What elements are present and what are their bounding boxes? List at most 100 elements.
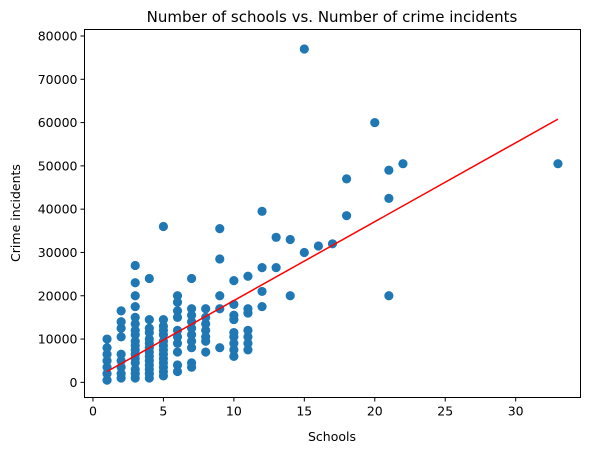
data-point xyxy=(130,319,140,329)
data-point xyxy=(186,317,197,327)
data-point xyxy=(102,349,112,359)
data-point xyxy=(243,271,253,281)
chart-title: Number of schools vs. Number of crime in… xyxy=(147,8,518,26)
x-axis-label: Schools xyxy=(308,429,356,444)
data-point xyxy=(553,159,563,169)
data-point xyxy=(158,221,169,232)
regression-line xyxy=(106,118,559,373)
data-point xyxy=(285,291,295,301)
data-point xyxy=(201,332,211,342)
data-point xyxy=(257,263,267,273)
data-point xyxy=(271,263,281,273)
data-point xyxy=(144,273,154,284)
data-point xyxy=(384,291,394,301)
data-point xyxy=(116,306,126,316)
data-point xyxy=(285,234,295,245)
x-axis: 0 5 10 15 20 25 30 xyxy=(89,397,524,419)
data-point xyxy=(201,325,211,335)
x-tick-label: 0 xyxy=(89,404,97,419)
plot-area xyxy=(102,44,563,385)
data-point xyxy=(130,301,140,312)
y-tick-label: 70000 xyxy=(38,72,78,87)
data-point xyxy=(172,347,183,357)
data-point xyxy=(257,301,267,312)
data-point xyxy=(384,165,394,175)
data-point xyxy=(116,369,126,379)
x-tick-label: 30 xyxy=(508,404,524,419)
data-point xyxy=(116,349,126,359)
data-point xyxy=(384,193,394,203)
y-axis: 0 10000 20000 30000 40000 50000 60000 70000 8000… xyxy=(38,28,85,390)
data-point xyxy=(215,254,225,264)
data-point xyxy=(116,323,126,333)
data-point xyxy=(201,319,211,329)
y-tick-label: 80000 xyxy=(38,28,78,43)
plot-frame xyxy=(84,29,581,398)
data-point xyxy=(215,224,225,234)
data-point xyxy=(243,345,253,355)
data-point xyxy=(186,310,197,320)
data-point xyxy=(144,314,154,325)
data-point xyxy=(215,343,225,353)
data-point xyxy=(186,343,197,353)
y-tick-label: 60000 xyxy=(38,115,78,130)
data-point xyxy=(172,291,183,301)
data-point xyxy=(130,312,140,323)
data-point xyxy=(229,327,239,338)
data-point xyxy=(243,332,253,342)
data-point xyxy=(243,338,253,348)
data-point xyxy=(144,323,154,333)
data-point xyxy=(341,211,352,221)
x-tick-label: 10 xyxy=(226,404,242,419)
data-point xyxy=(130,260,140,271)
data-point xyxy=(102,356,112,366)
data-point xyxy=(398,159,408,169)
data-point xyxy=(102,369,112,379)
data-point xyxy=(172,332,183,342)
data-point xyxy=(116,332,126,342)
data-point xyxy=(130,325,140,335)
data-point xyxy=(299,44,309,54)
data-point xyxy=(215,291,225,301)
data-point xyxy=(172,366,183,377)
data-point xyxy=(172,312,183,323)
data-point xyxy=(172,306,183,316)
data-point xyxy=(229,310,239,320)
data-point xyxy=(229,276,239,286)
data-point xyxy=(158,314,169,325)
data-point xyxy=(229,351,239,361)
x-tick-label: 25 xyxy=(437,404,453,419)
y-tick-label: 10000 xyxy=(38,332,78,347)
data-point xyxy=(299,247,309,258)
data-point xyxy=(130,364,140,374)
data-point xyxy=(243,325,253,335)
data-point xyxy=(186,304,197,314)
data-point xyxy=(201,304,211,314)
y-tick-label: 30000 xyxy=(38,245,78,260)
data-point xyxy=(102,375,112,385)
data-point xyxy=(243,304,253,314)
data-point xyxy=(130,336,140,346)
x-tick-label: 15 xyxy=(296,404,312,419)
data-point xyxy=(186,336,197,346)
data-point xyxy=(186,273,197,284)
data-point xyxy=(172,338,183,348)
data-point xyxy=(229,338,239,348)
data-point xyxy=(158,321,169,331)
y-tick-label: 20000 xyxy=(38,288,78,303)
data-point xyxy=(229,345,239,355)
data-point xyxy=(130,278,140,288)
y-axis-label: Crime incidents xyxy=(8,164,23,262)
data-point xyxy=(201,347,211,357)
x-tick-label: 20 xyxy=(367,404,383,419)
data-point xyxy=(144,334,154,344)
data-point xyxy=(257,206,267,216)
data-point xyxy=(313,241,324,251)
data-point xyxy=(186,330,197,340)
data-point xyxy=(102,343,112,353)
data-point xyxy=(341,174,352,184)
data-point xyxy=(130,291,140,301)
y-tick-label: 40000 xyxy=(38,202,78,217)
y-tick-label: 50000 xyxy=(38,158,78,173)
